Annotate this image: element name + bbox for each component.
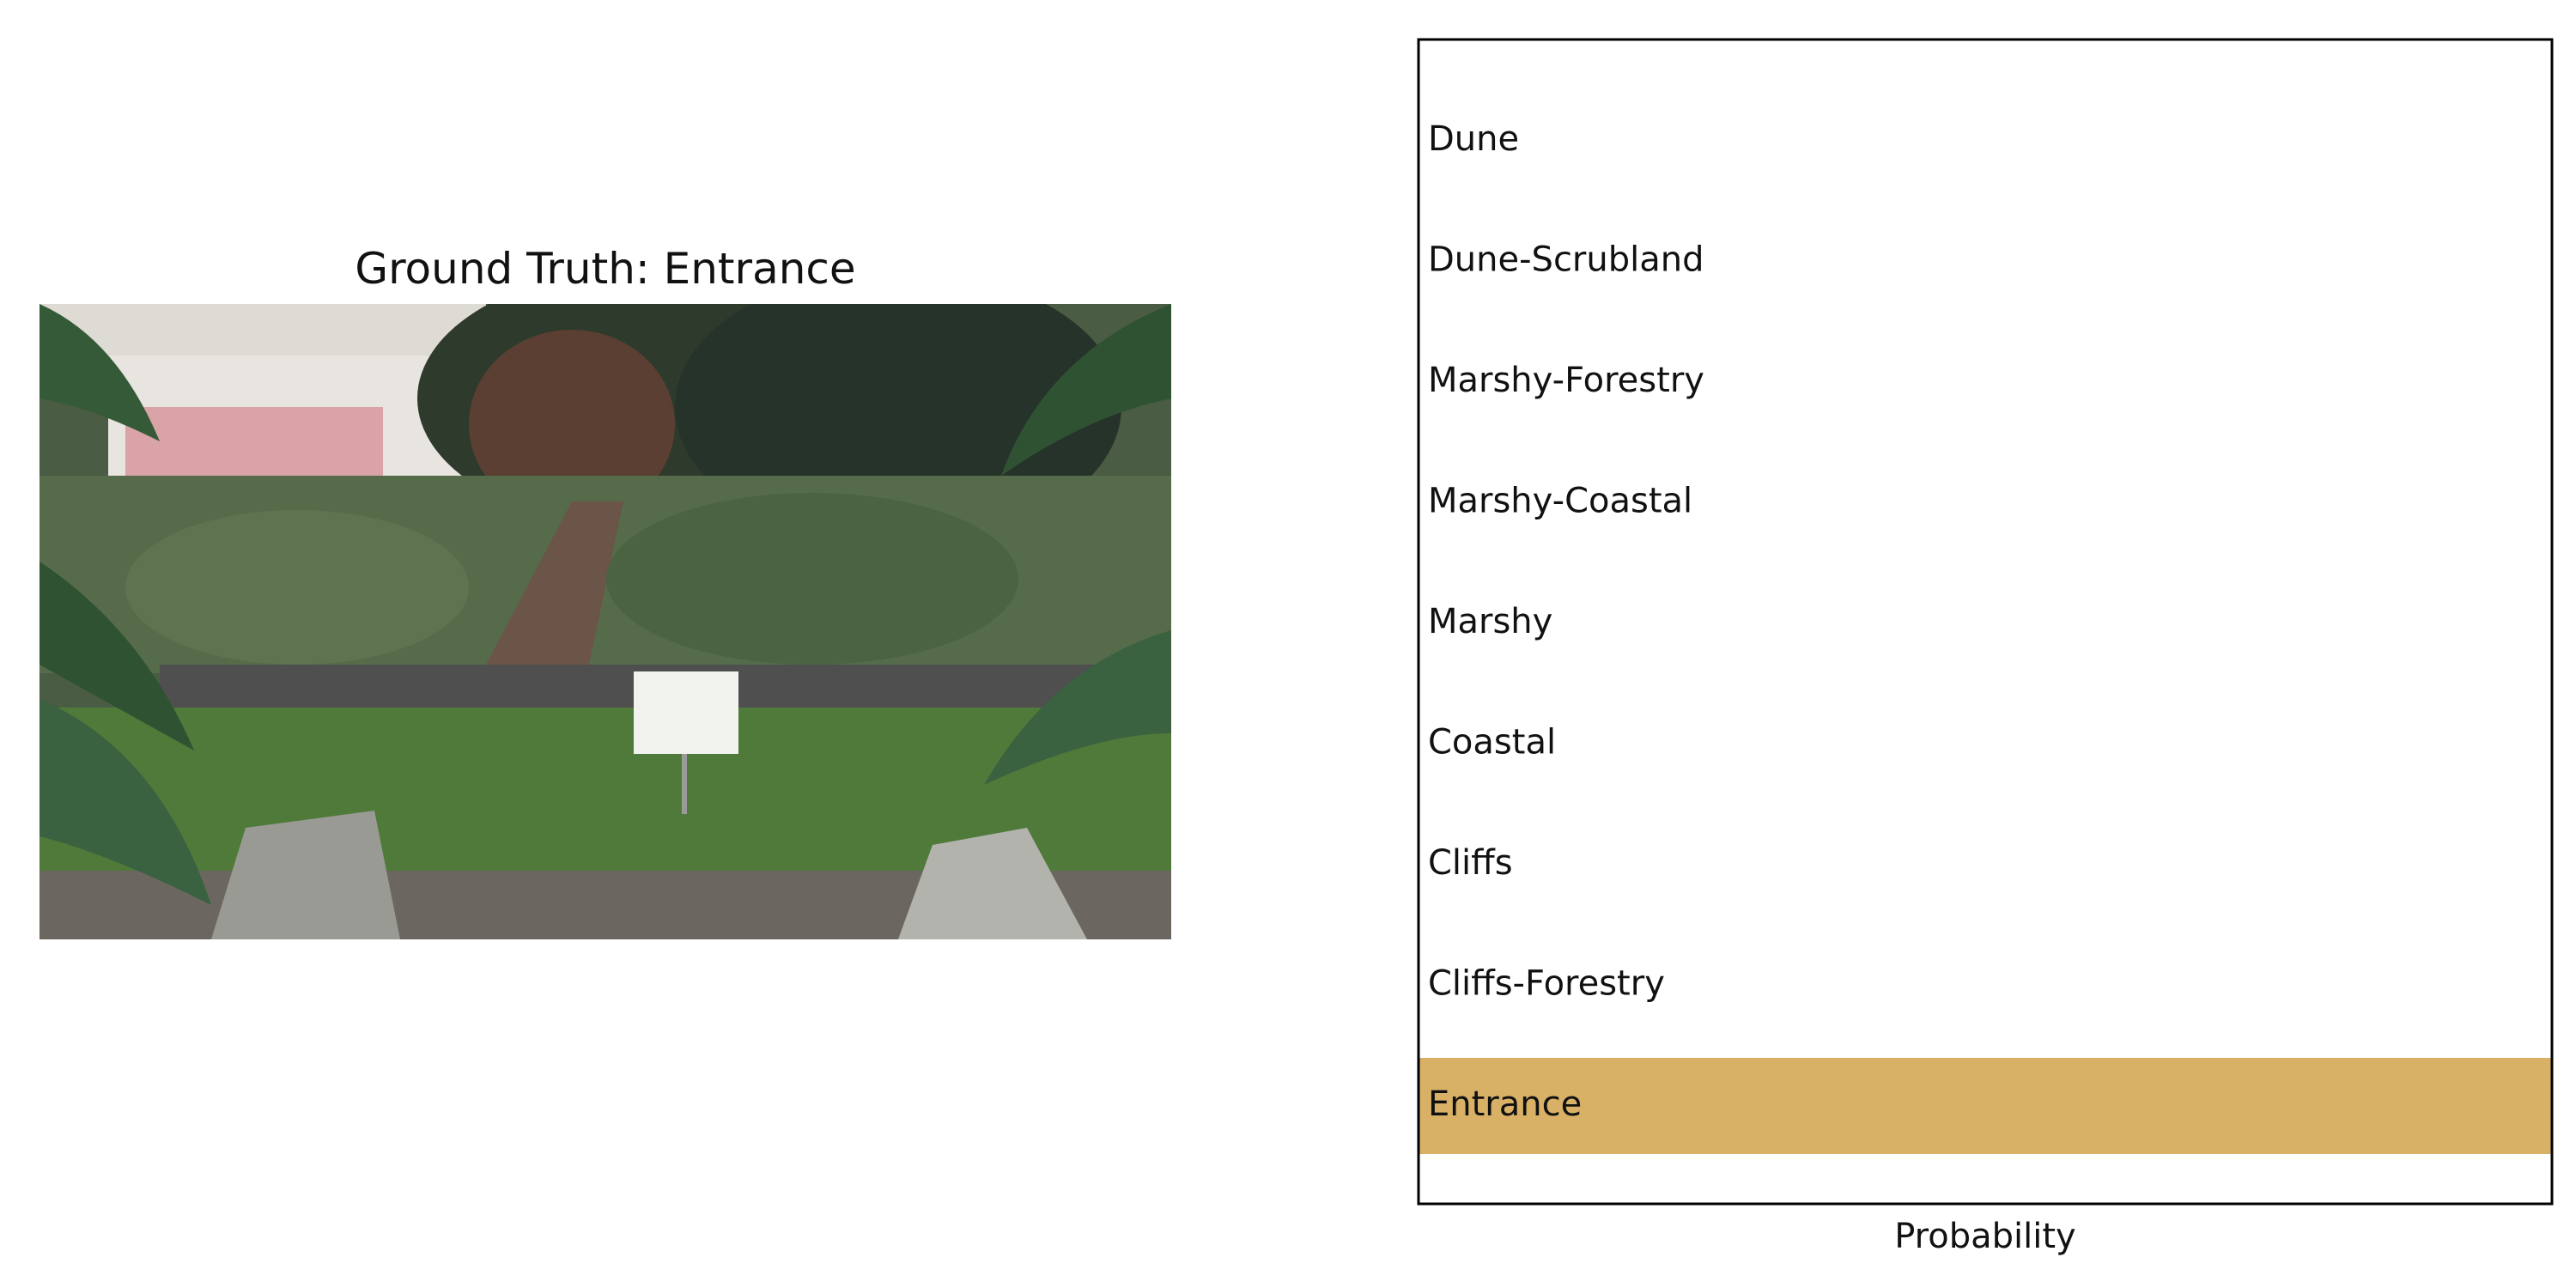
category-label-cliffs-forestry: Cliffs-Forestry — [1428, 964, 1665, 1004]
x-axis-label: Probability — [1894, 1217, 2076, 1256]
category-label-coastal: Coastal — [1428, 723, 1556, 762]
category-label-marshy: Marshy — [1428, 602, 1552, 641]
plot-frame — [1417, 38, 2554, 1206]
category-label-marshy-forestry: Marshy-Forestry — [1428, 361, 1704, 400]
category-label-marshy-coastal: Marshy-Coastal — [1428, 482, 1692, 521]
scene-photo — [39, 304, 1171, 939]
category-label-dune: Dune — [1428, 119, 1519, 159]
category-label-cliffs: Cliffs — [1428, 843, 1513, 883]
category-labels-layer: Dune Dune-Scrubland Marshy-Forestry Marshy-… — [1428, 119, 1704, 1124]
category-label-dune-scrubland: Dune-Scrubland — [1428, 240, 1704, 280]
photo-title: Ground Truth: Entrance — [355, 244, 856, 294]
category-label-entrance: Entrance — [1428, 1084, 1582, 1124]
bar-entrance — [1419, 1058, 2552, 1154]
bars-layer — [1419, 1058, 2552, 1154]
garden-scene-image — [39, 304, 1171, 939]
